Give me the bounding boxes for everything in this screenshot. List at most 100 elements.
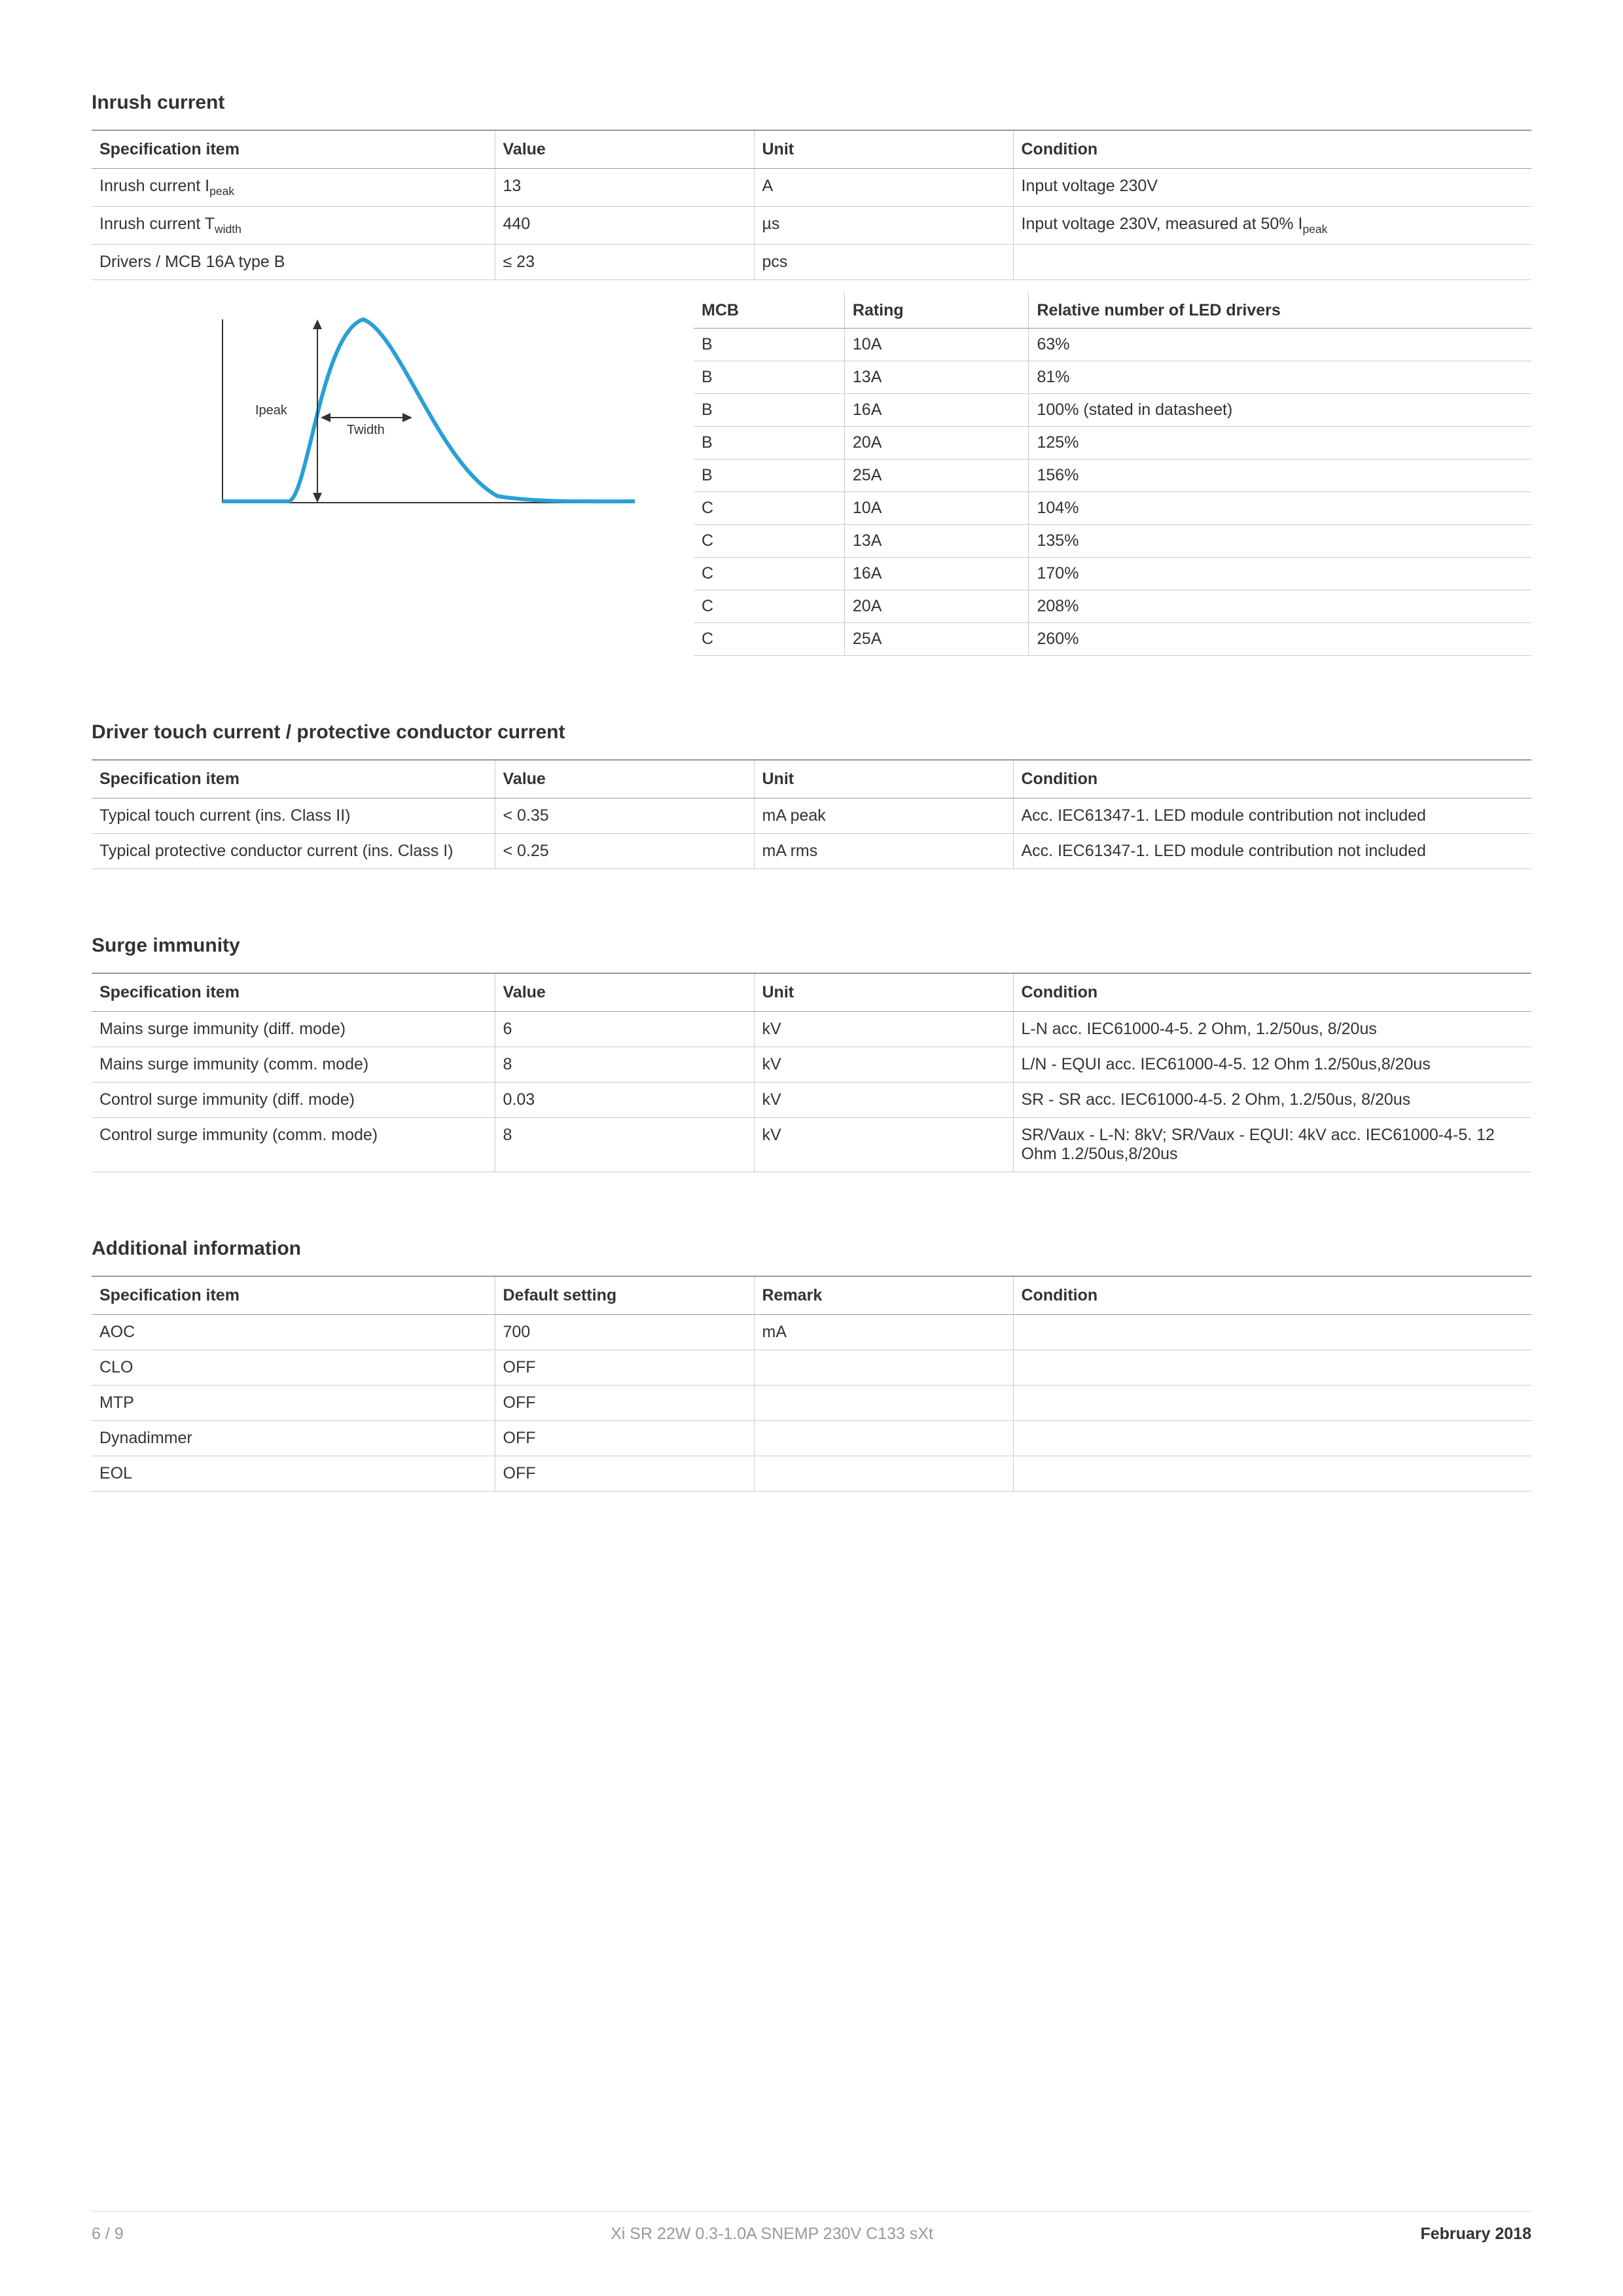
cell: 0.03 — [495, 1083, 754, 1118]
col-header: Value — [495, 760, 754, 798]
cell: 63% — [1029, 329, 1531, 361]
arrow-down-icon — [313, 493, 322, 503]
cell: L/N - EQUI acc. IEC61000-4-5. 12 Ohm 1.2… — [1013, 1047, 1531, 1083]
cell: 10A — [844, 329, 1029, 361]
cell: 208% — [1029, 590, 1531, 623]
cell: Acc. IEC61347-1. LED module contribution… — [1013, 834, 1531, 869]
mcb-table-wrap: MCB Rating Relative number of LED driver… — [694, 293, 1531, 656]
footer-page: 6 / 9 — [92, 2225, 124, 2244]
cell-value: ≤ 23 — [495, 245, 754, 280]
cell: mA peak — [754, 798, 1013, 834]
col-header: Unit — [754, 760, 1013, 798]
cell: 6 — [495, 1012, 754, 1047]
table-row: Mains surge immunity (comm. mode)8kVL/N … — [92, 1047, 1531, 1083]
cell: B — [694, 394, 844, 427]
cell: Typical protective conductor current (in… — [92, 834, 495, 869]
cell: 20A — [844, 427, 1029, 459]
cell: C — [694, 525, 844, 558]
col-header: Unit — [754, 973, 1013, 1012]
cell: Typical touch current (ins. Class II) — [92, 798, 495, 834]
col-header: Specification item — [92, 973, 495, 1012]
cell-cond — [1013, 245, 1531, 280]
col-header: Condition — [1013, 130, 1531, 169]
section-title-touch: Driver touch current / protective conduc… — [92, 721, 1531, 749]
cell — [754, 1421, 1013, 1456]
col-header: Condition — [1013, 973, 1531, 1012]
cell: 25A — [844, 459, 1029, 492]
cell: Mains surge immunity (diff. mode) — [92, 1012, 495, 1047]
table-header-row: Specification item Value Unit Condition — [92, 130, 1531, 169]
table-row: Inrush current Ipeak13AInput voltage 230… — [92, 169, 1531, 207]
col-header: Value — [495, 973, 754, 1012]
cell: kV — [754, 1047, 1013, 1083]
arrow-right-icon — [402, 413, 412, 422]
cell — [754, 1456, 1013, 1492]
inrush-pulse-graph: Ipeak Twidth — [92, 293, 668, 522]
cell: 25A — [844, 623, 1029, 656]
additional-spec-table: Specification item Default setting Remar… — [92, 1276, 1531, 1492]
arrow-left-icon — [321, 413, 330, 422]
table-row: B10A63% — [694, 329, 1531, 361]
cell: L-N acc. IEC61000-4-5. 2 Ohm, 1.2/50us, … — [1013, 1012, 1531, 1047]
table-row: C10A104% — [694, 492, 1531, 525]
surge-spec-table: Specification item Value Unit Condition … — [92, 973, 1531, 1172]
page-footer: 6 / 9 Xi SR 22W 0.3-1.0A SNEMP 230V C133… — [92, 2211, 1531, 2244]
table-row: Control surge immunity (comm. mode)8kVSR… — [92, 1118, 1531, 1172]
section-inrush: Inrush current Specification item Value … — [92, 92, 1531, 656]
cell: CLO — [92, 1350, 495, 1386]
cell: Control surge immunity (diff. mode) — [92, 1083, 495, 1118]
section-surge: Surge immunity Specification item Value … — [92, 935, 1531, 1172]
table-row: Inrush current Twidth440µsInput voltage … — [92, 207, 1531, 245]
col-header: Default setting — [495, 1276, 754, 1315]
footer-product: Xi SR 22W 0.3-1.0A SNEMP 230V C133 sXt — [611, 2225, 933, 2244]
cell: 10A — [844, 492, 1029, 525]
cell: Acc. IEC61347-1. LED module contribution… — [1013, 798, 1531, 834]
cell — [1013, 1386, 1531, 1421]
table-row: C13A135% — [694, 525, 1531, 558]
cell: 125% — [1029, 427, 1531, 459]
col-header: Specification item — [92, 130, 495, 169]
cell-cond: Input voltage 230V — [1013, 169, 1531, 207]
col-header: MCB — [694, 293, 844, 329]
cell — [754, 1350, 1013, 1386]
inrush-pulse-svg: Ipeak Twidth — [92, 293, 668, 522]
cell: 13A — [844, 361, 1029, 394]
table-row: AOC700mA — [92, 1315, 1531, 1350]
touch-spec-table: Specification item Value Unit Condition … — [92, 759, 1531, 869]
cell: kV — [754, 1118, 1013, 1172]
table-row: EOLOFF — [92, 1456, 1531, 1492]
cell: mA — [754, 1315, 1013, 1350]
cell: Mains surge immunity (comm. mode) — [92, 1047, 495, 1083]
cell — [1013, 1350, 1531, 1386]
cell-item: Inrush current Ipeak — [92, 169, 495, 207]
cell: OFF — [495, 1421, 754, 1456]
col-header: Relative number of LED drivers — [1029, 293, 1531, 329]
cell — [1013, 1315, 1531, 1350]
cell: C — [694, 492, 844, 525]
cell: C — [694, 623, 844, 656]
mcb-table: MCB Rating Relative number of LED driver… — [694, 293, 1531, 656]
cell: 81% — [1029, 361, 1531, 394]
section-title-additional: Additional information — [92, 1238, 1531, 1265]
cell: < 0.35 — [495, 798, 754, 834]
cell-item: Drivers / MCB 16A type B — [92, 245, 495, 280]
cell-value: 440 — [495, 207, 754, 245]
cell: 16A — [844, 394, 1029, 427]
col-header: Value — [495, 130, 754, 169]
cell: mA rms — [754, 834, 1013, 869]
ipeak-label: Ipeak — [255, 403, 288, 418]
table-row: Typical protective conductor current (in… — [92, 834, 1531, 869]
cell: 260% — [1029, 623, 1531, 656]
cell — [1013, 1456, 1531, 1492]
cell: B — [694, 427, 844, 459]
section-title-inrush: Inrush current — [92, 92, 1531, 119]
col-header: Specification item — [92, 760, 495, 798]
cell: OFF — [495, 1350, 754, 1386]
cell: < 0.25 — [495, 834, 754, 869]
cell: kV — [754, 1083, 1013, 1118]
cell: 20A — [844, 590, 1029, 623]
cell: OFF — [495, 1456, 754, 1492]
col-header: Condition — [1013, 1276, 1531, 1315]
cell: 156% — [1029, 459, 1531, 492]
table-row: C25A260% — [694, 623, 1531, 656]
